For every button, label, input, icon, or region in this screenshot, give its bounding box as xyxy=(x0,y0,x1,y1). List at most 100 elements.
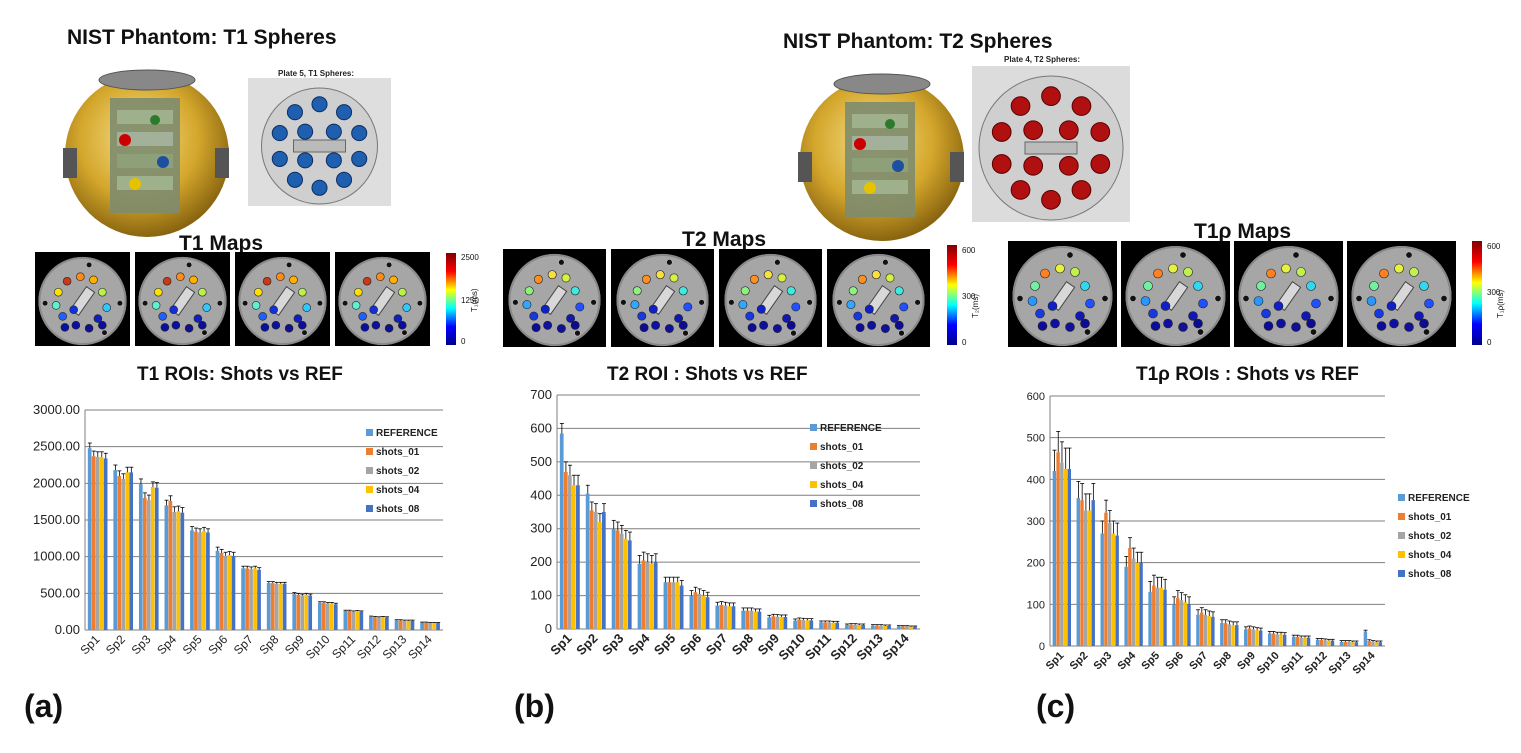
bar-shots_02 xyxy=(249,569,253,630)
map-sphere xyxy=(864,304,874,314)
bar-shots_04 xyxy=(675,582,680,629)
legend-swatch xyxy=(366,486,373,493)
map-sphere xyxy=(360,323,370,332)
map-sphere xyxy=(1153,268,1163,279)
legend-label: shots_04 xyxy=(820,480,864,491)
map-sphere xyxy=(1291,322,1301,332)
colorbar-t1rho-mid: 300 xyxy=(1487,288,1501,297)
map-sphere xyxy=(570,286,580,296)
map-sphere xyxy=(176,272,185,282)
legend-label: shots_02 xyxy=(376,466,420,477)
legend-swatch xyxy=(1398,532,1405,539)
bar-shots_04 xyxy=(727,606,732,629)
bar-REFERENCE xyxy=(637,563,642,629)
x-tick-label: Sp12 xyxy=(354,632,384,662)
map-sphere xyxy=(1419,318,1429,329)
y-tick-label: 400 xyxy=(530,487,552,502)
colorbar-t2-max: 600 xyxy=(962,246,976,255)
x-tick-label: Sp5 xyxy=(651,631,678,658)
bar-shots_08 xyxy=(731,606,736,629)
x-tick-label: Sp3 xyxy=(599,631,626,658)
map-sphere xyxy=(1256,281,1266,291)
panel-b-heading: NIST Phantom: T2 Spheres xyxy=(783,30,1053,53)
chart-a: 0.00 500.00 1000.00 1500.00 2000.00 2500.00 30… xyxy=(33,402,443,662)
legend-swatch xyxy=(1398,551,1405,558)
bar-shots_01 xyxy=(194,531,198,630)
map-sphere xyxy=(98,287,107,297)
map-sphere xyxy=(198,287,207,297)
plate-sphere xyxy=(1023,120,1044,141)
bar-shots_02 xyxy=(801,619,806,629)
y-tick-label: 1500.00 xyxy=(33,512,80,527)
chart-c: 0 100 200 300 400 500 600 Sp1 Sp2 Sp3 Sp4 Sp5 Sp6 Sp7… xyxy=(1027,391,1470,677)
map-fiducial xyxy=(186,261,193,268)
t2-maps-title: T2 Maps xyxy=(682,228,767,251)
map-tile xyxy=(1121,241,1230,347)
bar-shots_08 xyxy=(1067,468,1071,646)
bar-shots_02 xyxy=(1131,558,1136,646)
y-tick-label: 1000.00 xyxy=(33,549,80,564)
plate-sphere xyxy=(1090,154,1111,174)
bar-shots_08 xyxy=(861,624,865,629)
legend-swatch xyxy=(810,443,817,450)
bar-shots_04 xyxy=(831,622,836,629)
bar-shots_08 xyxy=(129,472,134,630)
bar-shots_04 xyxy=(253,568,257,630)
map-sphere xyxy=(260,323,270,332)
map-sphere xyxy=(848,286,858,296)
plate-sphere xyxy=(311,179,328,196)
y-tick-label: 0.00 xyxy=(55,622,80,637)
bar-shots_02 xyxy=(351,611,356,630)
bar-shots_04 xyxy=(125,472,130,630)
bar-shots_02 xyxy=(1107,523,1112,646)
bar-shots_02 xyxy=(198,532,202,630)
map-fiducial xyxy=(898,329,905,337)
plate-sphere xyxy=(1041,86,1061,107)
map-sphere xyxy=(62,276,72,286)
y-tick-label: 100 xyxy=(1027,599,1045,611)
map-sphere xyxy=(575,302,585,312)
bar-shots_04 xyxy=(805,620,810,629)
chart-c-title: T1ρ ROIs : Shots vs REF xyxy=(1136,364,1359,385)
bar-shots_04 xyxy=(1135,562,1140,646)
bar-shots_01 xyxy=(424,622,428,630)
colorbar-t1rho-max: 600 xyxy=(1487,242,1501,251)
map-sphere xyxy=(1311,298,1321,309)
x-tick-label: Sp13 xyxy=(380,632,410,662)
panel-c-label: (c) xyxy=(1036,688,1076,724)
bar-shots_02 xyxy=(1371,641,1375,646)
plate-sphere xyxy=(311,96,328,113)
bar-shots_08 xyxy=(1306,637,1311,646)
map-fiducial xyxy=(1440,295,1448,302)
map-sphere xyxy=(151,301,161,310)
bar-shots_01 xyxy=(745,610,750,629)
bar-REFERENCE xyxy=(87,448,92,630)
map-sphere xyxy=(540,304,550,314)
map-sphere xyxy=(293,314,303,323)
y-tick-label: 2000.00 xyxy=(33,475,80,490)
bar-shots_02 xyxy=(853,624,857,629)
map-sphere xyxy=(1140,296,1151,306)
x-tick-label: Sp7 xyxy=(231,632,256,657)
map-sphere xyxy=(258,312,267,321)
map-sphere xyxy=(529,311,539,321)
map-fiducial xyxy=(301,329,308,336)
plate-sphere xyxy=(1010,180,1031,200)
map-sphere xyxy=(759,320,769,330)
bar-REFERENCE xyxy=(1124,566,1128,646)
map-sphere xyxy=(533,274,543,284)
map-sphere xyxy=(1037,321,1048,331)
map-sphere xyxy=(89,275,98,285)
map-sphere xyxy=(389,275,398,285)
bar-shots_08 xyxy=(1211,616,1215,646)
bar-shots_04 xyxy=(329,603,334,630)
bar-shots_04 xyxy=(150,487,155,630)
bar-shots_01 xyxy=(270,583,275,630)
map-sphere xyxy=(193,314,203,323)
x-tick-label: Sp2 xyxy=(103,632,128,657)
bar-shots_08 xyxy=(103,458,108,630)
bar-shots_04 xyxy=(1303,637,1307,646)
bar-shots_02 xyxy=(1347,641,1351,646)
map-fiducial xyxy=(1016,295,1024,302)
panel-b-label: (b) xyxy=(514,688,555,724)
